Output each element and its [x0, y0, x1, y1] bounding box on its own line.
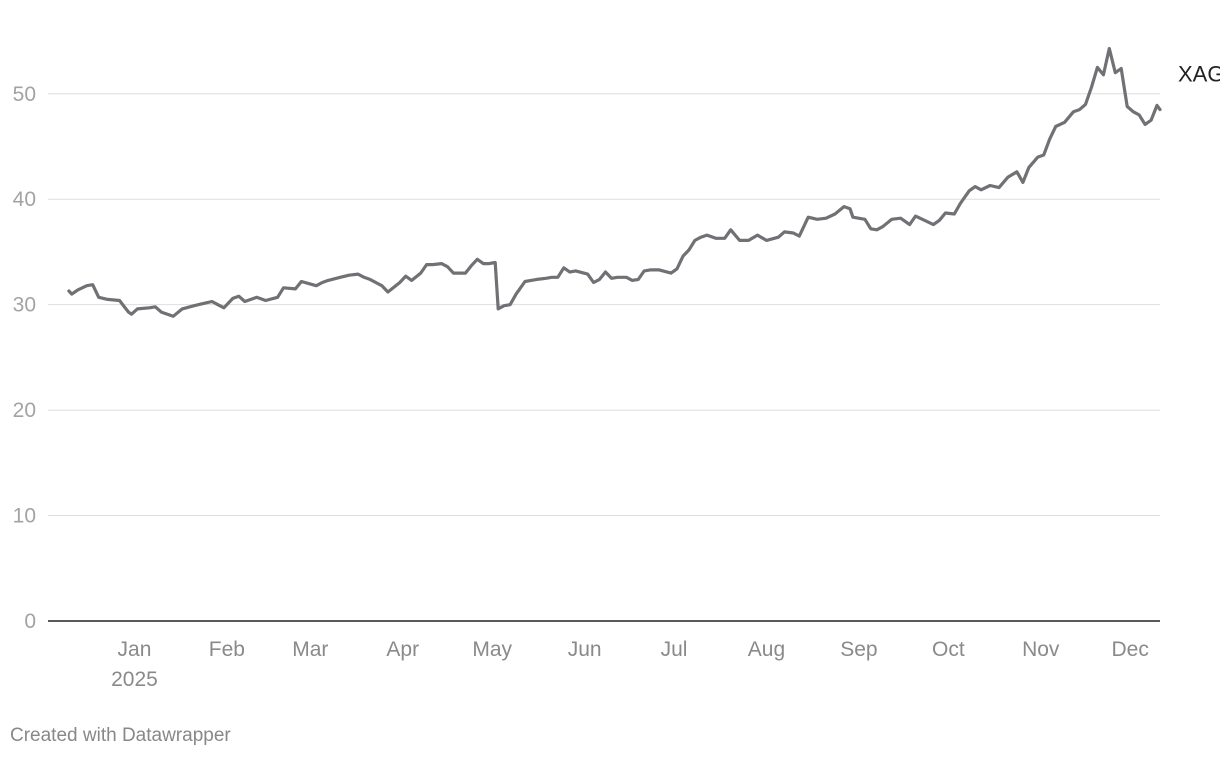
- y-tick-label: 20: [13, 399, 36, 422]
- x-tick-label: Oct: [932, 638, 965, 661]
- x-axis: Jan 2025 Feb Mar Apr May Jun Jul Aug Sep Oct Nov Dec: [48, 620, 1160, 691]
- y-tick-label: 50: [13, 83, 36, 106]
- x-tick-label: Nov: [1022, 638, 1060, 661]
- y-tick-label: 10: [13, 505, 36, 528]
- x-tick-label: Jun: [568, 638, 602, 661]
- x-tick-label: May: [472, 638, 512, 661]
- y-axis: 0 10 20 30 40 50: [13, 83, 36, 633]
- y-tick-label: 30: [13, 294, 36, 317]
- series-layer: XAG: [67, 46, 1220, 318]
- footer-credit: Created with Datawrapper: [10, 725, 231, 746]
- x-tick-label: Sep: [840, 638, 877, 661]
- y-tick-label: 0: [24, 610, 36, 633]
- series-line-xag: [67, 46, 1162, 318]
- series-label: XAG: [1178, 62, 1220, 87]
- y-tick-label: 40: [13, 188, 36, 211]
- grid-layer: [48, 93, 1160, 517]
- x-tick-label: Dec: [1112, 638, 1149, 661]
- x-tick-label: Apr: [386, 638, 419, 661]
- x-tick-label: Jan: [118, 638, 152, 661]
- x-tick-sublabel: 2025: [111, 668, 158, 691]
- x-tick-label: Mar: [292, 638, 328, 661]
- x-tick-label: Jul: [661, 638, 688, 661]
- x-tick-label: Aug: [748, 638, 785, 661]
- x-tick-label: Feb: [209, 638, 245, 661]
